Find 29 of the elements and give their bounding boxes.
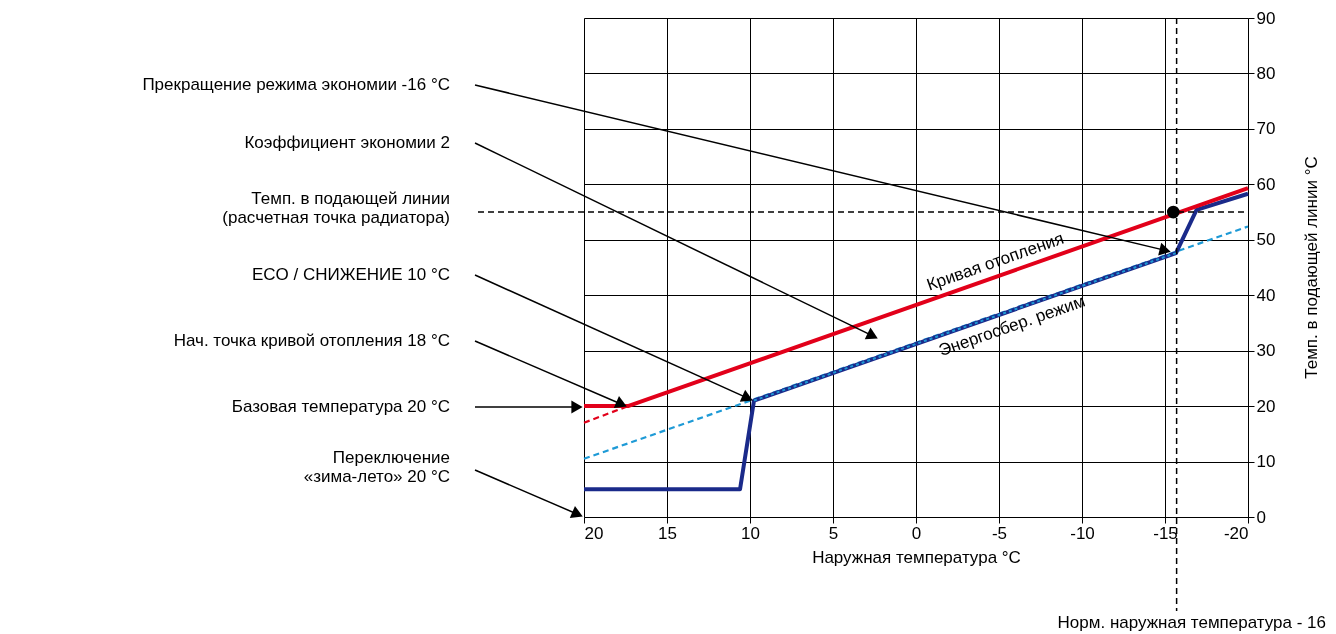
text: ECO / СНИЖЕНИЕ 10 °C	[251, 265, 450, 284]
x-tick-label: 5	[828, 523, 839, 543]
x-tick-label: 10	[741, 523, 760, 543]
x-tick-label: 0	[911, 523, 922, 543]
ref-line-label: Норм. наружная температура - 16	[1057, 613, 1326, 632]
y-tick-label: 60	[1256, 174, 1276, 194]
y-tick-label: 30	[1256, 341, 1276, 361]
y-axis-title: Темп. в подающей линии °C	[1302, 156, 1321, 379]
x-tick-label: -20	[1223, 523, 1249, 543]
text: Нач. точка кривой отопления 18 °C	[173, 331, 450, 350]
ref-line-label: Темп. в подающей линии (расчетная точка радиатора)	[222, 189, 450, 228]
text: Переключение «зима-лето» 20 °C	[303, 448, 450, 486]
x-tick-label: -10	[1070, 523, 1095, 543]
x-tick-label: -15	[1153, 523, 1178, 543]
x-axis-title: Наружная температура °C	[812, 547, 1021, 567]
y-tick-label: 80	[1256, 63, 1276, 83]
x-tick-label: 20	[584, 523, 604, 543]
x-tick-label: 15	[658, 523, 677, 543]
y-tick-label: 40	[1256, 285, 1276, 305]
x-tick-label: -5	[991, 523, 1008, 543]
y-tick-label: 50	[1256, 230, 1276, 250]
y-tick-label: 10	[1256, 452, 1276, 472]
text: Коэффициент экономии 2	[244, 133, 450, 152]
text: Прекращение режима экономии -16 °C	[142, 75, 450, 94]
y-tick-label: 0	[1256, 507, 1266, 527]
y-tick-label: 70	[1256, 119, 1276, 139]
text: Базовая температура 20 °C	[231, 397, 450, 416]
y-tick-label: 20	[1256, 396, 1276, 416]
y-tick-label: 90	[1256, 8, 1276, 28]
